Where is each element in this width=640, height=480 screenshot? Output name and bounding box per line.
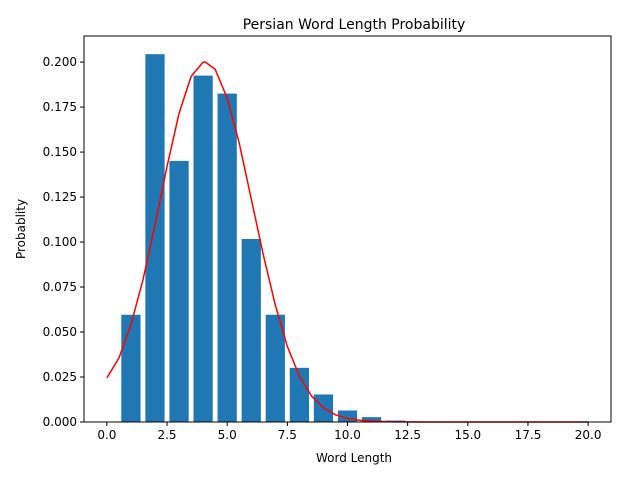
x-tick-label: 7.5 [278, 428, 297, 442]
y-tick-label: 0.075 [43, 280, 77, 294]
x-axis: 0.0 2.5 5.0 7.5 10.0 12.5 15.0 17.5 20.0 [97, 422, 601, 442]
y-tick-label: 0.025 [43, 370, 77, 384]
bars-group [121, 54, 478, 423]
bar [145, 54, 165, 422]
bar [217, 93, 237, 422]
y-axis-label: Probablity [14, 199, 28, 259]
y-tick-label: 0.150 [43, 145, 77, 159]
bar [289, 367, 309, 422]
y-tick-label: 0.175 [43, 100, 77, 114]
y-tick-label: 0.000 [43, 415, 77, 429]
bar [265, 314, 285, 422]
bar [361, 417, 382, 422]
y-tick-label: 0.125 [43, 190, 77, 204]
bar [121, 314, 141, 422]
bar [169, 160, 189, 423]
chart-title: Persian Word Length Probability [243, 17, 466, 33]
x-tick-label: 10.0 [334, 428, 361, 442]
y-tick-label: 0.200 [43, 55, 77, 69]
y-tick-label: 0.050 [43, 325, 77, 339]
x-tick-label: 0.0 [97, 428, 116, 442]
x-tick-label: 12.5 [394, 428, 421, 442]
y-tick-label: 0.100 [43, 235, 77, 249]
bar [337, 410, 358, 422]
x-tick-label: 2.5 [157, 428, 176, 442]
x-axis-label: Word Length [316, 451, 392, 465]
x-tick-label: 5.0 [218, 428, 237, 442]
y-axis: 0.000 0.025 0.050 0.075 0.100 0.125 0.150 0.175… [43, 55, 84, 429]
x-tick-label: 15.0 [454, 428, 481, 442]
x-tick-label: 20.0 [575, 428, 602, 442]
x-tick-label: 17.5 [515, 428, 542, 442]
bar [193, 75, 213, 422]
bar [241, 238, 261, 422]
